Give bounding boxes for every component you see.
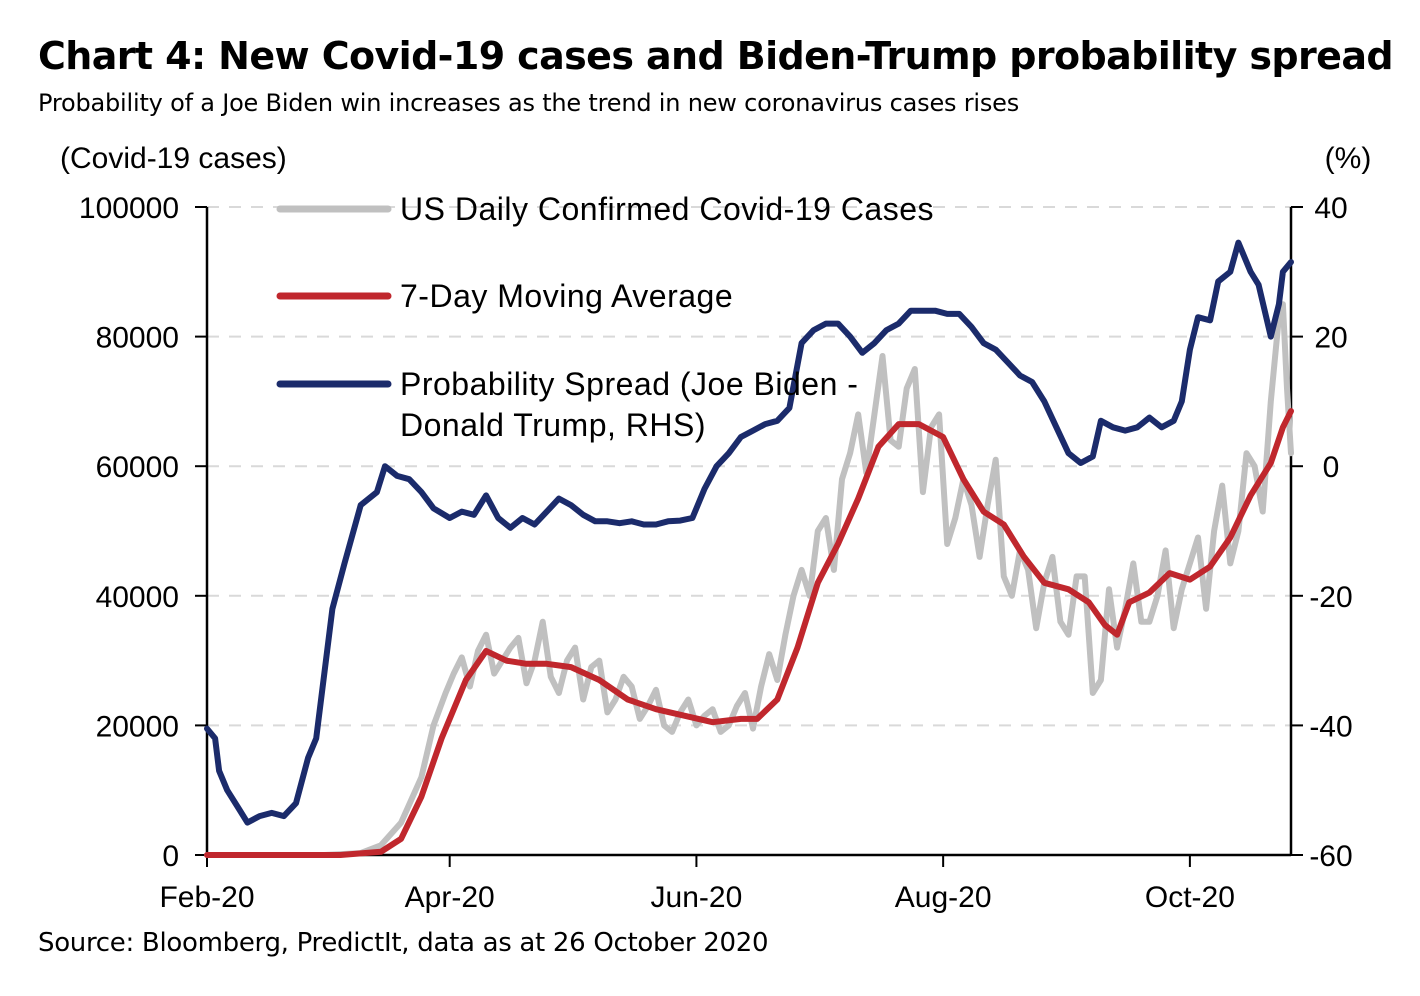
x-tick-label: Jun-20 (651, 881, 743, 914)
y-axis-label: (Covid-19 cases) (60, 142, 287, 175)
y2-tick-label: -40 (1309, 710, 1352, 743)
y-tick-label: 100000 (79, 192, 179, 225)
series-layer (204, 239, 1294, 858)
y-tick-label: 40000 (96, 581, 179, 614)
x-tick-label: Aug-20 (895, 881, 992, 914)
chart-subtitle: Probability of a Joe Biden win increases… (38, 89, 1020, 117)
y-tick-label: 80000 (96, 322, 179, 355)
x-tick-label: Apr-20 (405, 881, 495, 914)
y-tick-label: 0 (162, 840, 179, 873)
y2-tick-label: 20 (1314, 322, 1347, 355)
y-tick-label: 60000 (96, 451, 179, 484)
legend: US Daily Confirmed Covid-19 Cases 7-Day M… (276, 191, 934, 443)
legend-label: Probability Spread (Joe Biden - Donald Tr… (400, 366, 858, 443)
x-tick-label: Oct-20 (1145, 881, 1235, 914)
chart-title: Chart 4: New Covid-19 cases and Biden-Tr… (38, 34, 1394, 78)
y2-tick-label: 0 (1323, 451, 1340, 484)
legend-label: US Daily Confirmed Covid-19 Cases (400, 191, 934, 227)
y-tick-label: 20000 (96, 710, 179, 743)
legend-label-line: Probability Spread (Joe Biden - (400, 366, 858, 402)
legend-item: Probability Spread (Joe Biden - Donald Tr… (276, 366, 858, 443)
legend-item: 7-Day Moving Average (276, 278, 733, 314)
series-line-probability-spread (204, 239, 1294, 826)
gridlines (207, 206, 1291, 727)
y2-axis-label: (%) (1325, 142, 1372, 175)
series-line-moving-average (204, 408, 1294, 858)
y2-tick-label: -60 (1309, 840, 1352, 873)
legend-label-line: Donald Trump, RHS) (400, 407, 706, 443)
axes: 0 20000 40000 60000 80000 100000 -60 -40 -20 0 20 4… (79, 192, 1353, 914)
source-note: Source: Bloomberg, PredictIt, data as at… (38, 928, 769, 958)
series-line-daily-cases (204, 301, 1294, 858)
y2-tick-label: -20 (1309, 581, 1352, 614)
y2-tick-label: 40 (1314, 192, 1347, 225)
legend-label: 7-Day Moving Average (400, 278, 733, 314)
legend-item: US Daily Confirmed Covid-19 Cases (276, 191, 934, 227)
x-tick-label: Feb-20 (159, 881, 254, 914)
